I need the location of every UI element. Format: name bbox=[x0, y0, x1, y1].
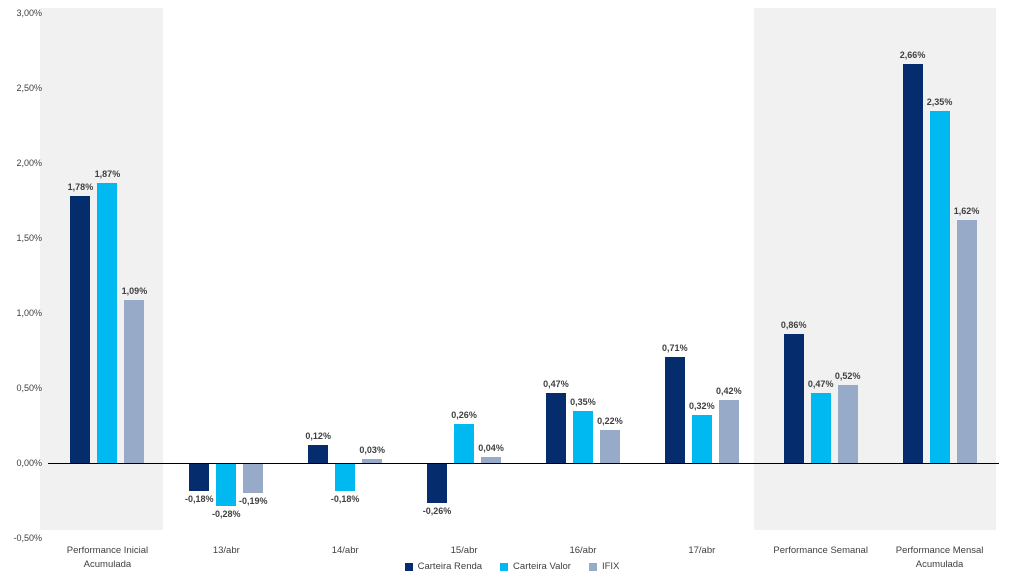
y-axis-tick-label: 2,00% bbox=[16, 158, 42, 168]
legend-label: Carteira Renda bbox=[417, 561, 483, 572]
bar-carteira-renda bbox=[664, 356, 685, 463]
legend: Carteira Renda Carteira Valor IFIX bbox=[0, 561, 1024, 572]
legend-swatch-icon bbox=[500, 562, 509, 571]
y-axis-tick-label: 3,00% bbox=[16, 8, 42, 18]
y-axis-tick-label: 0,00% bbox=[16, 458, 42, 468]
bar-value-label: 1,87% bbox=[94, 168, 121, 179]
bar-carteira-renda bbox=[545, 392, 566, 463]
bar-ifix bbox=[599, 430, 620, 463]
category-label: Performance Mensal Acumulada bbox=[895, 545, 984, 570]
legend-item-carteira-renda: Carteira Renda bbox=[404, 561, 483, 572]
bar-value-label: 0,04% bbox=[478, 443, 504, 453]
bar-value-label: -0,28% bbox=[212, 509, 241, 519]
category-label: 14/abr bbox=[331, 545, 359, 556]
bar-value-label: 0,03% bbox=[359, 444, 385, 455]
bar-ifix bbox=[481, 457, 502, 463]
bar-value-label: 0,12% bbox=[305, 431, 331, 441]
bar-value-label: 0,47% bbox=[543, 378, 569, 389]
bar-value-label: -0,18% bbox=[330, 494, 360, 504]
bar-ifix bbox=[243, 464, 264, 493]
bar-carteira-renda bbox=[427, 464, 448, 503]
bar-value-label: -0,26% bbox=[422, 506, 452, 516]
category-label: 17/abr bbox=[688, 545, 716, 556]
bar-carteira-renda bbox=[308, 445, 329, 463]
y-axis-tick-label: 1,50% bbox=[16, 233, 42, 243]
legend-label: IFIX bbox=[601, 561, 620, 572]
y-axis-tick-label: 1,00% bbox=[16, 308, 42, 318]
bar-value-label: 0,32% bbox=[689, 401, 715, 411]
bar-value-label: 0,52% bbox=[834, 371, 861, 381]
legend-label: Carteira Valor bbox=[513, 561, 571, 572]
bar-ifix bbox=[956, 220, 977, 463]
legend-item-carteira-valor: Carteira Valor bbox=[500, 561, 571, 572]
bar-value-label: -0,18% bbox=[185, 494, 214, 504]
bar-value-label: 2,35% bbox=[926, 96, 953, 107]
bar-value-label: 1,62% bbox=[953, 206, 980, 216]
category-label: 15/abr bbox=[450, 545, 478, 556]
bar-value-label: 0,47% bbox=[807, 378, 834, 389]
bar-carteira-valor bbox=[572, 410, 593, 463]
legend-item-ifix: IFIX bbox=[588, 561, 620, 572]
bar-value-label: -0,19% bbox=[239, 495, 268, 506]
bar-value-label: 0,35% bbox=[570, 396, 596, 407]
bar-value-label: 0,22% bbox=[597, 416, 623, 426]
y-axis-tick-label: 2,50% bbox=[16, 83, 42, 93]
bar-ifix bbox=[718, 400, 739, 463]
category-label: 16/abr bbox=[569, 545, 597, 556]
bar-carteira-renda bbox=[783, 334, 804, 463]
bar-value-label: 0,86% bbox=[780, 320, 807, 330]
y-axis-tick-label: -0,50% bbox=[13, 533, 42, 543]
bar-carteira-valor bbox=[216, 464, 237, 506]
bar-value-label: 0,42% bbox=[716, 386, 742, 396]
y-axis-tick-label: 0,50% bbox=[16, 383, 42, 393]
bar-ifix bbox=[837, 385, 858, 463]
bar-ifix bbox=[124, 299, 145, 463]
zero-axis-line bbox=[48, 463, 999, 464]
bar-carteira-valor bbox=[97, 182, 118, 463]
bar-value-label: 0,26% bbox=[451, 410, 477, 420]
bar-value-label: 0,71% bbox=[662, 342, 688, 353]
bar-carteira-renda bbox=[70, 196, 91, 463]
bar-value-label: 2,66% bbox=[899, 50, 926, 60]
bar-carteira-renda bbox=[902, 64, 923, 463]
bar-carteira-valor bbox=[929, 110, 950, 463]
legend-swatch-icon bbox=[404, 562, 413, 571]
bar-carteira-valor bbox=[454, 424, 475, 463]
bar-carteira-renda bbox=[189, 464, 210, 491]
bar-value-label: 1,09% bbox=[121, 285, 148, 296]
bar-carteira-valor bbox=[335, 464, 356, 491]
bar-carteira-valor bbox=[691, 415, 712, 463]
category-label: Performance Semanal bbox=[773, 545, 868, 556]
bar-carteira-valor bbox=[810, 392, 831, 463]
legend-swatch-icon bbox=[588, 562, 597, 571]
bar-value-label: 1,78% bbox=[67, 182, 94, 192]
category-label: Performance Inicial Acumulada bbox=[66, 545, 149, 570]
category-label: 13/abr bbox=[212, 545, 240, 556]
bar-ifix bbox=[362, 458, 383, 463]
